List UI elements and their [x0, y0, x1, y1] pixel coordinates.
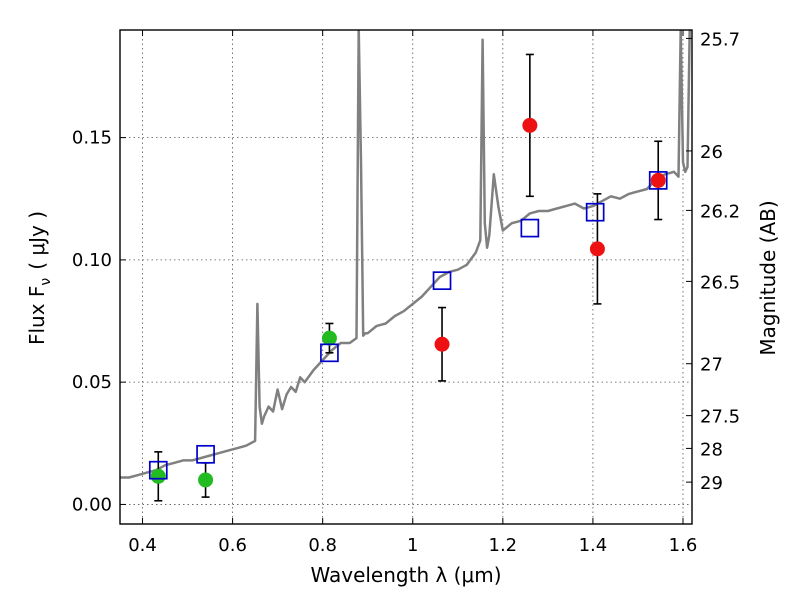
model-band-square — [148, 460, 168, 480]
model-band-squares — [148, 171, 668, 480]
model-band-square — [648, 171, 668, 190]
red-data-point — [650, 172, 666, 188]
y-axis-label-unit: ( μJy ) — [25, 211, 49, 270]
green-data-point — [150, 468, 166, 484]
red-data-point — [589, 241, 605, 257]
y-axis-label-sub: ν — [38, 278, 54, 286]
model-band-square — [196, 444, 215, 464]
y-tick-label: 0.00 — [72, 494, 112, 515]
x-tick-label: 1.4 — [579, 535, 608, 556]
y-axis-label-left: Flux Fν ( μJy ) — [25, 211, 54, 345]
y-axis-label-right: Magnitude (AB) — [756, 200, 780, 355]
right-tick-label: 25.7 — [700, 29, 740, 50]
grid-lines — [120, 30, 692, 524]
right-tick-label: 27.5 — [700, 407, 740, 428]
model-spectrum — [120, 30, 692, 479]
y-tick-label: 0.10 — [72, 250, 112, 271]
y-tick-label: 0.05 — [72, 372, 112, 393]
red-data-point — [434, 336, 450, 352]
right-tick-label: 27 — [700, 355, 723, 376]
x-tick-label: 1.6 — [669, 535, 698, 556]
svg-text:Flux Fν( μJy ): Flux Fν ( μJy ) — [25, 211, 54, 345]
x-tick-label: 0.8 — [308, 535, 337, 556]
x-tick-label: 1.2 — [489, 535, 518, 556]
model-band-square — [320, 343, 339, 363]
right-tick-label: 29 — [700, 473, 723, 494]
right-tick-label: 26.5 — [700, 272, 740, 293]
y-axis-label-main: Flux F — [25, 286, 49, 345]
y-tick-label: 0.15 — [72, 128, 112, 149]
model-spectrum-line — [120, 30, 692, 479]
error-bars — [154, 53, 663, 502]
x-axis-label: Wavelength λ (μm) — [310, 563, 501, 587]
model-band-square — [432, 271, 452, 291]
data-points — [150, 117, 666, 488]
plot-frame — [119, 29, 693, 525]
green-data-point — [321, 330, 337, 346]
x-tick-label: 1 — [407, 535, 418, 556]
model-band-square — [585, 202, 605, 222]
axis-ticks: 0.4 0.6 0.8 1 1.2 1.4 1.6 0.00 0.05 0.10 0.15 25.7 2… — [72, 29, 740, 556]
model-band-square — [520, 218, 540, 238]
right-tick-label: 26.2 — [700, 201, 740, 222]
right-tick-label: 26 — [700, 142, 723, 163]
red-data-point — [522, 117, 538, 133]
x-tick-label: 0.4 — [128, 535, 157, 556]
x-tick-label: 0.6 — [218, 535, 247, 556]
green-data-point — [198, 472, 214, 488]
right-tick-label: 28 — [700, 439, 723, 460]
